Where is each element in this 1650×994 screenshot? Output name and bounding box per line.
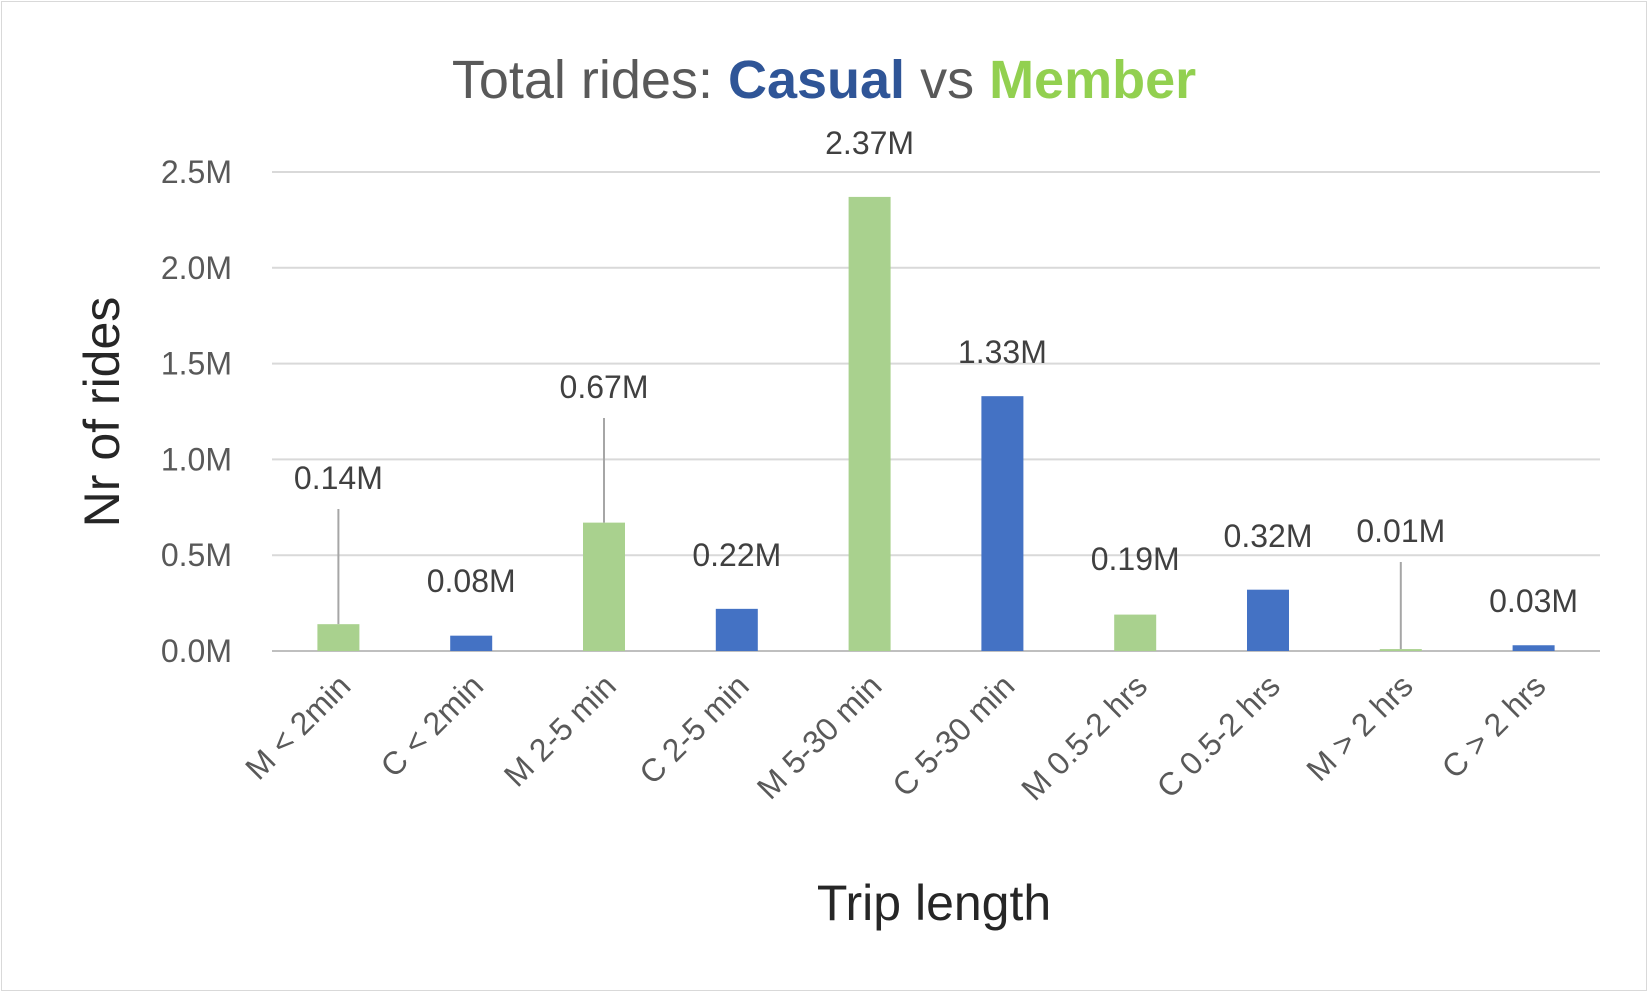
x-tick-label: M 5-30 min [750, 667, 889, 806]
x-tick-label: C > 2 hrs [1435, 667, 1553, 785]
x-tick-label: M < 2min [238, 667, 357, 786]
x-tick-label: C < 2min [374, 667, 491, 784]
gridlines [272, 171, 1600, 652]
y-tick-label: 0.5M [161, 537, 232, 573]
x-tick-label: C 2-5 min [632, 667, 756, 791]
data-label: 2.37M [825, 125, 914, 161]
data-label: 0.14M [294, 460, 383, 496]
data-label: 1.33M [958, 334, 1047, 370]
y-tick-label: 1.5M [161, 346, 232, 382]
chart-title-middle: vs [905, 50, 989, 110]
y-axis-ticks: 0.0M 0.5M 1.0M 1.5M 2.0M 2.5M [161, 154, 232, 669]
y-tick-label: 2.0M [161, 250, 232, 286]
bar-member [317, 624, 360, 651]
data-label: 0.32M [1224, 518, 1313, 554]
x-tick-label: C 5-30 min [885, 667, 1021, 803]
bar-casual [450, 635, 493, 651]
y-axis-title: Nr of rides [74, 297, 130, 528]
x-tick-label: M > 2 hrs [1299, 667, 1419, 787]
y-tick-label: 1.0M [161, 441, 232, 477]
bar-casual [1512, 645, 1555, 651]
data-label: 0.22M [692, 537, 781, 573]
leader-lines [337, 418, 1402, 650]
bar-casual [981, 396, 1024, 651]
chart-title-member: Member [989, 50, 1196, 110]
bar-casual [715, 608, 758, 651]
bar-member [1379, 649, 1422, 651]
data-label: 0.67M [560, 369, 649, 405]
data-label: 0.01M [1356, 513, 1445, 549]
bars [317, 196, 1555, 651]
data-label: 0.03M [1489, 583, 1578, 619]
data-labels: 0.14M 0.08M 0.67M 0.22M 2.37M 1.33M 0.19M 0.32M… [294, 125, 1578, 619]
y-tick-label: 2.5M [161, 154, 232, 190]
chart-title-prefix: Total rides: [452, 50, 728, 110]
x-tick-label: M 0.5-2 hrs [1014, 667, 1154, 807]
chart-title: Total rides: Casual vs Member [452, 50, 1196, 110]
y-tick-label: 0.0M [161, 633, 232, 669]
chart-title-casual: Casual [728, 50, 905, 110]
data-label: 0.19M [1091, 541, 1180, 577]
bar-casual [1247, 589, 1289, 651]
x-axis-title: Trip length [817, 875, 1051, 931]
bar-member [1114, 614, 1157, 651]
x-tick-label: M 2-5 min [497, 667, 623, 793]
bar-member [583, 522, 625, 651]
bar-member [848, 196, 891, 651]
data-label: 0.08M [427, 563, 516, 599]
x-tick-label: C 0.5-2 hrs [1150, 667, 1287, 804]
